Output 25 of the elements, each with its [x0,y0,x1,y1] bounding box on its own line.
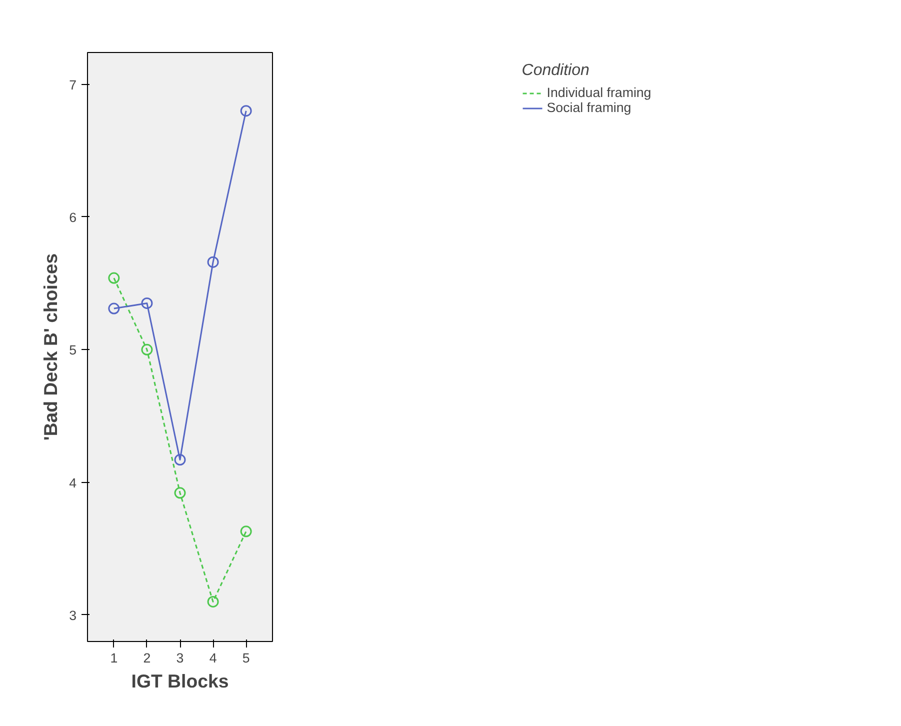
x-tick-label: 5 [242,650,250,666]
point [240,105,252,117]
point [108,272,120,284]
x-tick-label: 4 [209,650,218,666]
point [207,596,219,608]
x-tick-label: 1 [110,650,118,666]
y-tick-label: 4 [69,475,78,490]
legend-label: Social framing [546,100,632,115]
point [141,344,153,356]
point [240,526,252,538]
legend-title: Condition [522,62,590,80]
y-tick-label: 7 [69,77,77,92]
x-axis-title: IGT Blocks [131,670,229,692]
point [108,302,120,314]
x-tick-label: 3 [176,650,184,666]
point [174,487,186,499]
y-axis-title: 'Bad Deck B' choices [40,253,62,441]
point [174,454,186,466]
y-tick-label: 3 [69,608,77,623]
point [141,297,153,309]
point [207,256,219,268]
y-tick-label: 5 [69,342,77,358]
y-tick-label: 6 [69,210,77,225]
legend-label: Individual framing [546,85,652,100]
x-tick-label: 2 [143,650,151,666]
